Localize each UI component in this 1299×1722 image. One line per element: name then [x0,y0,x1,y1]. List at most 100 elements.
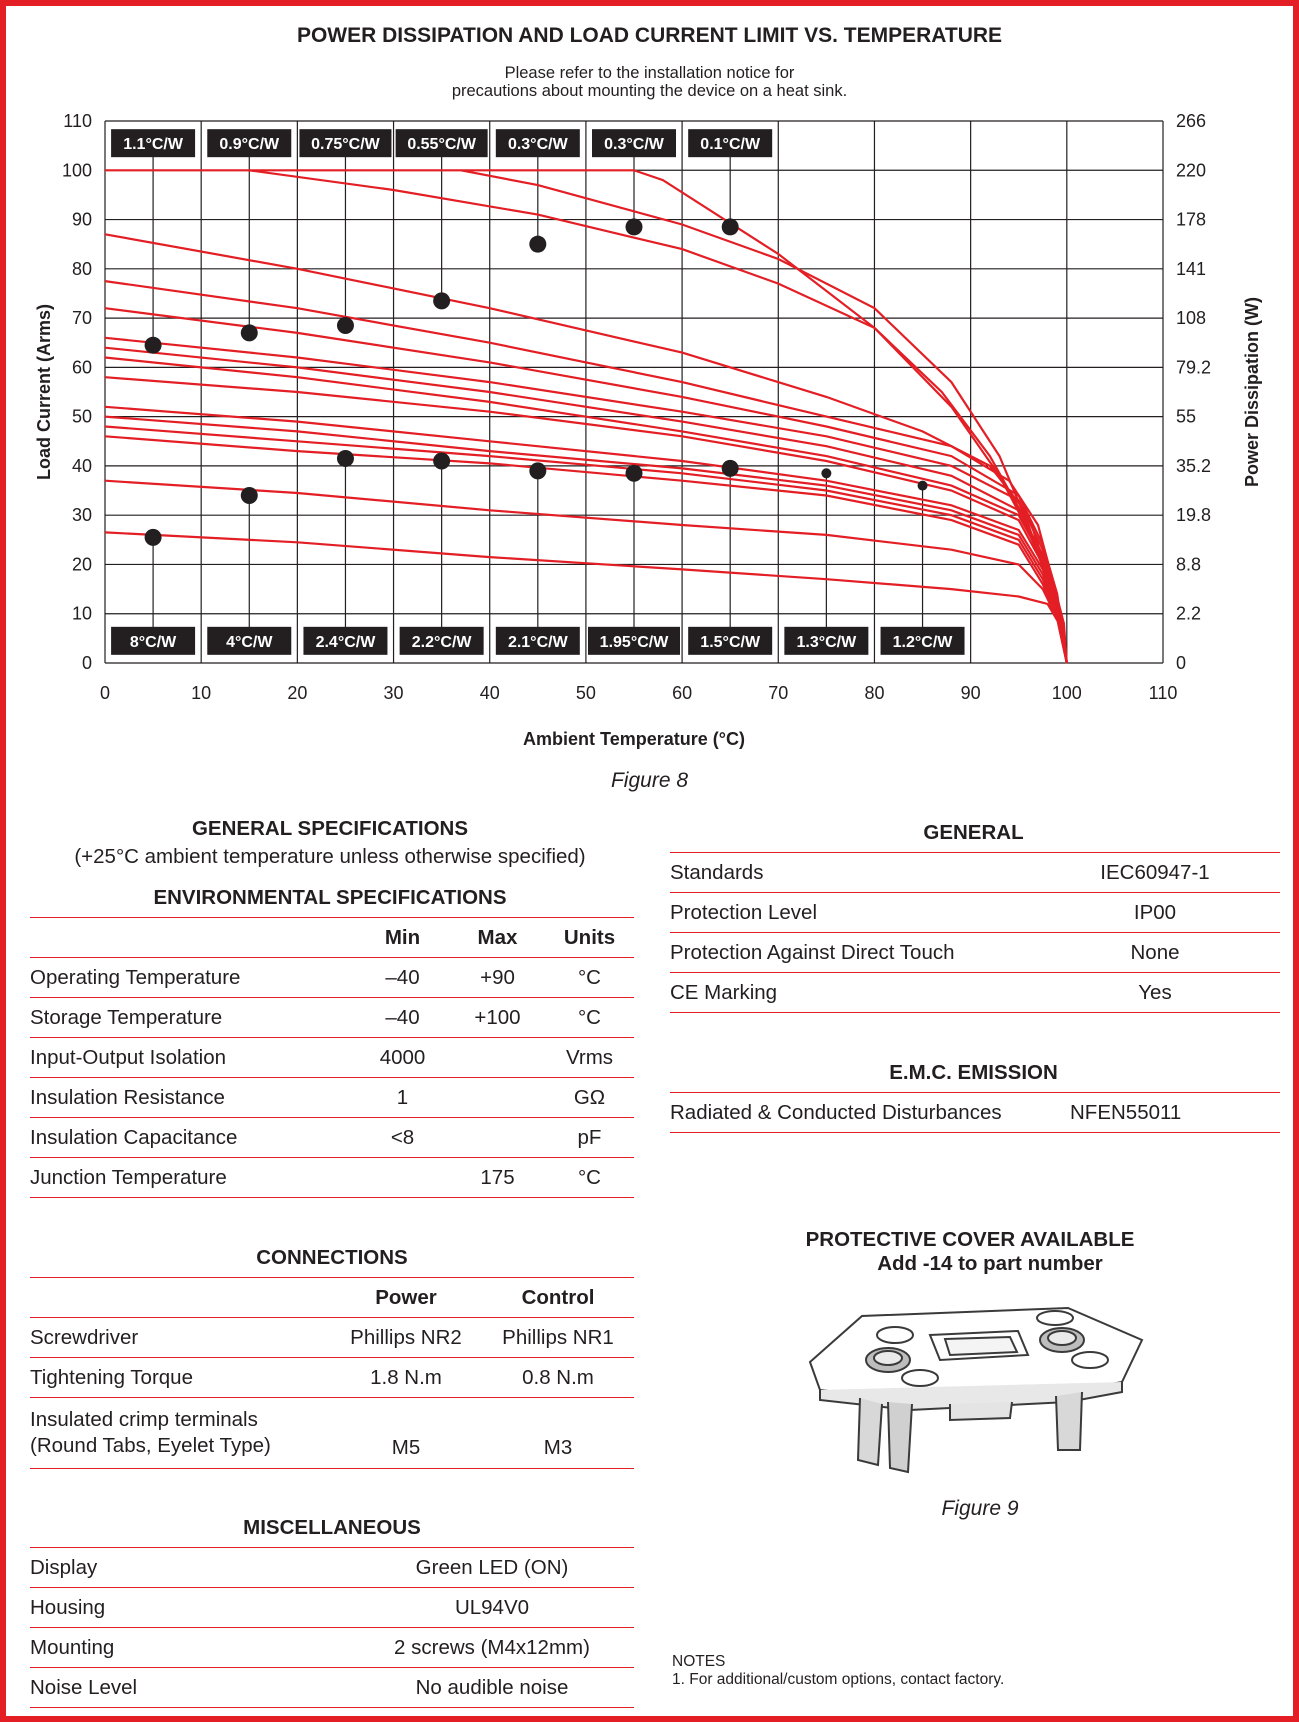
thermal-resistance-label-bottom: 8°C/W [130,634,177,651]
environmental-header-row: Min Max Units [30,917,634,958]
environmental-header-cell: Max [477,925,518,949]
operating-point-marker [821,468,832,479]
spec-units: °C [577,1165,601,1189]
x-tick-label: 40 [480,683,500,703]
emc-label: Radiated & Conducted Disturbances [670,1100,1002,1124]
table-row: Protection Against Direct Touch None [670,933,1280,973]
crimp-label: Insulated crimp terminals (Round Tabs, E… [30,1398,330,1469]
connections-control-value: Phillips NR1 [502,1325,614,1349]
derating-curve [104,531,1068,664]
y-right-tick-label: 8.8 [1176,554,1201,574]
environmental-table: Min Max Units Operating Temperature –40 +90 °C… [30,917,634,1198]
thermal-resistance-label-bottom: 4°C/W [226,634,273,651]
notes-item: 1. For additional/custom options, contac… [672,1671,1005,1688]
table-row: Input-Output Isolation 4000 Vrms [30,1038,634,1078]
y-right-tick-label: 220 [1176,160,1206,180]
spec-label: Insulation Resistance [30,1085,225,1109]
y-tick-label: 110 [63,111,92,131]
table-row: Display Green LED (ON) [30,1547,634,1588]
general-label: Protection Against Direct Touch [670,940,955,964]
thermal-resistance-label-top: 0.3°C/W [604,136,665,153]
y-right-tick-label: 108 [1176,308,1206,328]
connections-power-value: Phillips NR2 [350,1325,462,1349]
thermal-resistance-label-top: 0.55°C/W [407,136,477,153]
x-tick-label: 90 [961,683,981,703]
emc-table: Radiated & Conducted Disturbances NFEN550… [670,1092,1280,1133]
operating-point-marker [433,452,451,470]
thermal-resistance-label-bottom-box [111,626,196,655]
misc-label: Mounting [30,1635,115,1659]
y-right-tick-label: 141 [1176,259,1206,279]
thermal-resistance-label-top-box [688,129,773,158]
thermal-resistance-label-top-box [592,129,676,158]
operating-point-marker [336,316,354,334]
crimp-label-line2: (Round Tabs, Eyelet Type) [30,1434,271,1457]
thermal-resistance-label-top-box [495,129,580,158]
general-value: IP00 [1133,900,1177,924]
misc-value: Green LED (ON) [415,1555,569,1579]
operating-point-marker [529,235,547,253]
operating-point-marker [721,459,739,477]
x-tick-label: 0 [100,683,110,703]
table-row: Standards IEC60947-1 [670,852,1280,893]
y-right-tick-label: 2.2 [1176,604,1201,624]
operating-point-marker [625,218,643,236]
table-row: Mounting 2 screws (M4x12mm) [30,1628,634,1668]
operating-point-marker [529,462,547,480]
derating-curve [104,479,1068,664]
derating-curve [104,336,1068,664]
connections-power-value: 1.8 N.m [370,1365,442,1389]
spec-max [450,1118,545,1158]
y-right-tick-label: 0 [1176,653,1186,673]
y-tick-label: 10 [72,604,92,624]
thermal-resistance-label-top-box [395,129,488,158]
protective-cover-image [808,1306,1144,1474]
miscellaneous-title: MISCELLANEOUS [243,1516,421,1539]
thermal-resistance-label-top-box [111,129,196,158]
spec-label: Junction Temperature [30,1165,227,1189]
spec-label: Operating Temperature [30,965,241,989]
table-row: Insulated crimp terminals (Round Tabs, E… [30,1398,634,1469]
thermal-resistance-label-top: 1.1°C/W [123,136,184,153]
spec-max [450,1078,545,1118]
environmental-header-cell: Min [384,925,421,949]
thermal-resistance-label-bottom-box [880,626,965,655]
thermal-resistance-label-bottom-box [303,626,388,655]
general-label: Standards [670,860,764,884]
x-tick-label: 80 [864,683,884,703]
operating-point-marker [721,218,739,236]
x-tick-label: 70 [768,683,788,703]
thermal-resistance-label-top-box [299,129,392,158]
thermal-resistance-label-bottom: 2.4°C/W [316,634,377,651]
spec-units: °C [577,1005,601,1029]
misc-label: Housing [30,1595,106,1619]
x-tick-label: 110 [1149,683,1178,703]
x-tick-label: 50 [576,683,596,703]
x-tick-label: 60 [672,683,692,703]
connections-label: Tightening Torque [30,1365,193,1389]
cover-title-line1: PROTECTIVE COVER AVAILABLE [805,1228,1135,1251]
environmental-title: ENVIRONMENTAL SPECIFICATIONS [153,886,507,909]
y-right-tick-label: 178 [1176,210,1206,230]
thermal-resistance-label-bottom-box [688,626,773,655]
y-tick-label: 60 [72,357,92,377]
table-row: Screwdriver Phillips NR2 Phillips NR1 [30,1318,634,1358]
chart-note: Please refer to the installation notice … [0,64,1299,100]
thermal-resistance-label-bottom: 1.95°C/W [600,634,670,651]
spec-min [355,1158,450,1198]
thermal-resistance-label-bottom: 1.2°C/W [893,634,954,651]
figure8-caption: Figure 8 [610,769,689,792]
protective-cover-title: PROTECTIVE COVER AVAILABLE Add -14 to pa… [760,1228,1180,1276]
y-tick-label: 0 [82,653,92,673]
x-tick-label: 20 [287,683,307,703]
thermal-resistance-label-top: 0.9°C/W [219,136,280,153]
environmental-header-cell [30,918,355,958]
chart-note-line2: precautions about mounting the device on… [451,82,848,100]
x-tick-label: 10 [191,683,211,703]
operating-point-marker [144,528,162,546]
y-tick-label: 20 [72,554,92,574]
y-tick-label: 100 [62,160,92,180]
connections-label: Screwdriver [30,1325,139,1349]
thermal-resistance-label-bottom: 2.2°C/W [412,634,473,651]
misc-value: 2 screws (M4x12mm) [394,1635,590,1659]
